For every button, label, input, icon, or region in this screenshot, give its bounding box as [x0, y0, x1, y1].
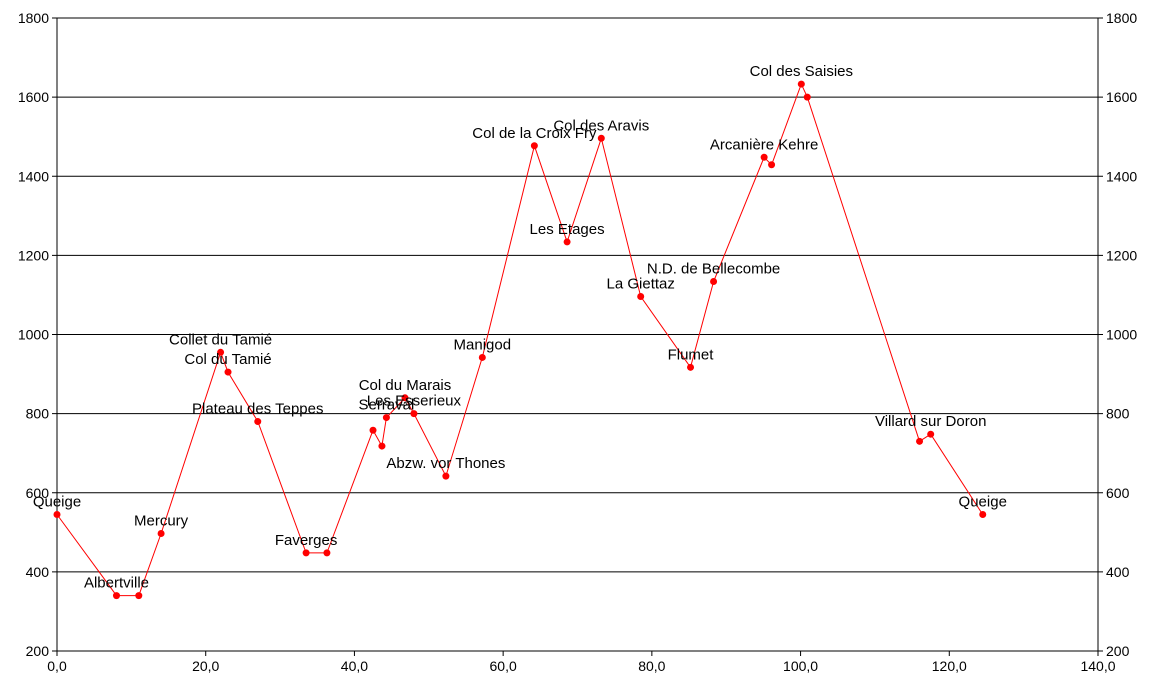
point-labels: Queige Albertville Mercury Collet du Tamié C…: [33, 63, 1007, 592]
data-point: [224, 368, 232, 376]
y-tick-label-right: 600: [1106, 485, 1130, 501]
data-label: Col du Tamié: [184, 351, 271, 368]
tick-labels: 200 200 400 400 600 600 800 800 1000 1000 1200 1200…: [18, 10, 1138, 674]
data-points: [53, 80, 987, 600]
y-tick-label-right: 1600: [1106, 89, 1137, 105]
data-label: Manigod: [454, 336, 512, 353]
data-label: Collet du Tamié: [169, 331, 272, 348]
data-label: Mercury: [134, 512, 189, 529]
data-point: [916, 437, 924, 445]
y-tick-label-left: 1800: [18, 10, 49, 26]
data-point: [112, 592, 120, 600]
data-point: [369, 426, 377, 434]
data-label: Albertville: [84, 575, 149, 592]
x-tick-label: 20,0: [192, 658, 219, 674]
y-tick-label-left: 600: [26, 485, 50, 501]
x-tick-label: 100,0: [783, 658, 818, 674]
data-label: Queige: [959, 494, 1007, 511]
data-point: [478, 353, 486, 361]
data-label: Col de la Croix Fry: [472, 125, 597, 142]
data-point: [302, 549, 310, 557]
data-point: [768, 161, 776, 169]
data-point: [597, 134, 605, 142]
x-tick-label: 120,0: [932, 658, 967, 674]
data-label: Serraval: [358, 397, 414, 414]
data-label: Villard sur Doron: [875, 413, 986, 430]
x-tick-label: 40,0: [341, 658, 368, 674]
data-point: [927, 430, 935, 438]
axes: [52, 17, 1103, 656]
y-tick-label-right: 1400: [1106, 168, 1137, 184]
data-label: Flumet: [668, 346, 715, 363]
data-point: [797, 80, 805, 88]
data-point: [382, 414, 390, 422]
y-tick-label-right: 200: [1106, 643, 1130, 659]
data-point: [710, 277, 718, 285]
data-label: Col du Marais: [359, 377, 452, 394]
y-tick-label-left: 200: [26, 643, 50, 659]
x-tick-label: 60,0: [490, 658, 517, 674]
data-point: [979, 511, 987, 519]
data-point: [637, 293, 645, 301]
data-point: [410, 410, 418, 418]
data-label: Abzw. vor Thones: [386, 455, 505, 472]
data-label: Les Esserieux: [367, 393, 462, 410]
data-point: [563, 238, 571, 246]
y-tick-label-right: 1200: [1106, 247, 1137, 263]
data-point: [530, 142, 538, 150]
data-point: [135, 592, 143, 600]
y-tick-label-left: 1600: [18, 89, 49, 105]
data-point: [254, 418, 262, 426]
y-tick-label-right: 800: [1106, 406, 1130, 422]
data-label: Plateau des Teppes: [192, 401, 324, 418]
y-tick-label-right: 400: [1106, 564, 1130, 580]
x-tick-label: 80,0: [638, 658, 665, 674]
data-point: [442, 472, 450, 480]
x-tick-label: 0,0: [47, 658, 67, 674]
data-label: Les Etages: [530, 221, 605, 238]
data-point: [803, 93, 811, 101]
y-tick-label-left: 400: [26, 564, 50, 580]
data-label: N.D. de Bellecombe: [647, 260, 780, 277]
data-label: Col des Aravis: [553, 117, 649, 134]
data-point: [760, 153, 768, 161]
data-label: Arcanière Kehre: [710, 136, 818, 153]
y-tick-label-left: 1000: [18, 327, 49, 343]
y-tick-label-left: 800: [26, 406, 50, 422]
y-tick-label-right: 1000: [1106, 327, 1137, 343]
data-point: [157, 529, 165, 537]
data-point: [401, 394, 409, 402]
x-tick-label: 140,0: [1080, 658, 1115, 674]
data-label: La Giettaz: [607, 276, 675, 293]
data-label: Queige: [33, 494, 81, 511]
y-tick-label-right: 1800: [1106, 10, 1137, 26]
y-tick-label-left: 1200: [18, 247, 49, 263]
data-point: [217, 348, 225, 356]
y-tick-label-left: 1400: [18, 168, 49, 184]
data-label: Faverges: [275, 532, 338, 549]
data-point: [687, 363, 695, 371]
data-label: Col des Saisies: [750, 63, 853, 80]
data-point: [323, 549, 331, 557]
data-point: [378, 442, 386, 450]
data-point: [53, 511, 61, 519]
